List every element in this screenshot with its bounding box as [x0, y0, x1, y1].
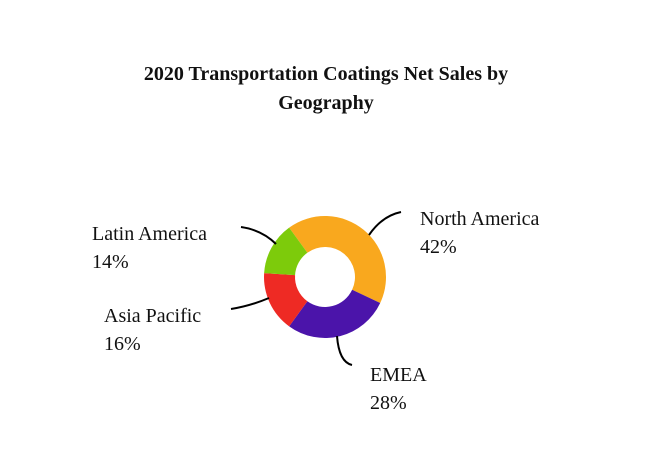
label-name: North America: [420, 208, 540, 230]
slice-asia-pacific: [264, 273, 308, 327]
label-asia-pacific: Asia Pacific 16%: [104, 302, 201, 358]
slice-latin-america: [264, 227, 308, 276]
chart-title-line-1: 2020 Transportation Coatings Net Sales b…: [143, 63, 509, 85]
label-name: Latin America: [92, 223, 207, 245]
leader-line-north-america: [368, 211, 402, 236]
chart-title: 2020 Transportation Coatings Net Sales b…: [0, 60, 652, 118]
leader-line-emea: [336, 335, 353, 366]
label-name: EMEA: [370, 364, 427, 386]
leader-line-latin-america: [240, 226, 277, 245]
label-emea: EMEA 28%: [370, 361, 427, 417]
leader-line-asia-pacific: [230, 297, 270, 310]
donut-slices: [264, 216, 386, 338]
leader-lines: [230, 211, 402, 366]
label-name: Asia Pacific: [104, 305, 202, 327]
slice-emea: [289, 289, 381, 338]
label-value: 42%: [420, 236, 457, 258]
label-north-america: North America 42%: [420, 205, 539, 261]
label-value: 28%: [370, 392, 407, 414]
label-value: 14%: [92, 251, 129, 273]
slice-north-america: [289, 216, 386, 303]
label-latin-america: Latin America 14%: [92, 220, 207, 276]
chart-title-line-2: Geography: [278, 92, 374, 114]
label-value: 16%: [104, 333, 141, 355]
